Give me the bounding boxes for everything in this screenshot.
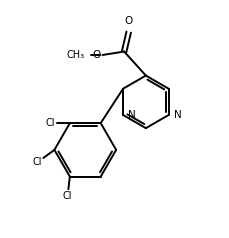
Text: O: O	[92, 50, 100, 60]
Text: O: O	[124, 16, 132, 26]
Text: N: N	[173, 110, 181, 120]
Text: Cl: Cl	[63, 191, 72, 201]
Text: CH₃: CH₃	[66, 50, 84, 60]
Text: N: N	[128, 110, 135, 120]
Text: Cl: Cl	[46, 118, 55, 128]
Text: Cl: Cl	[32, 157, 42, 168]
